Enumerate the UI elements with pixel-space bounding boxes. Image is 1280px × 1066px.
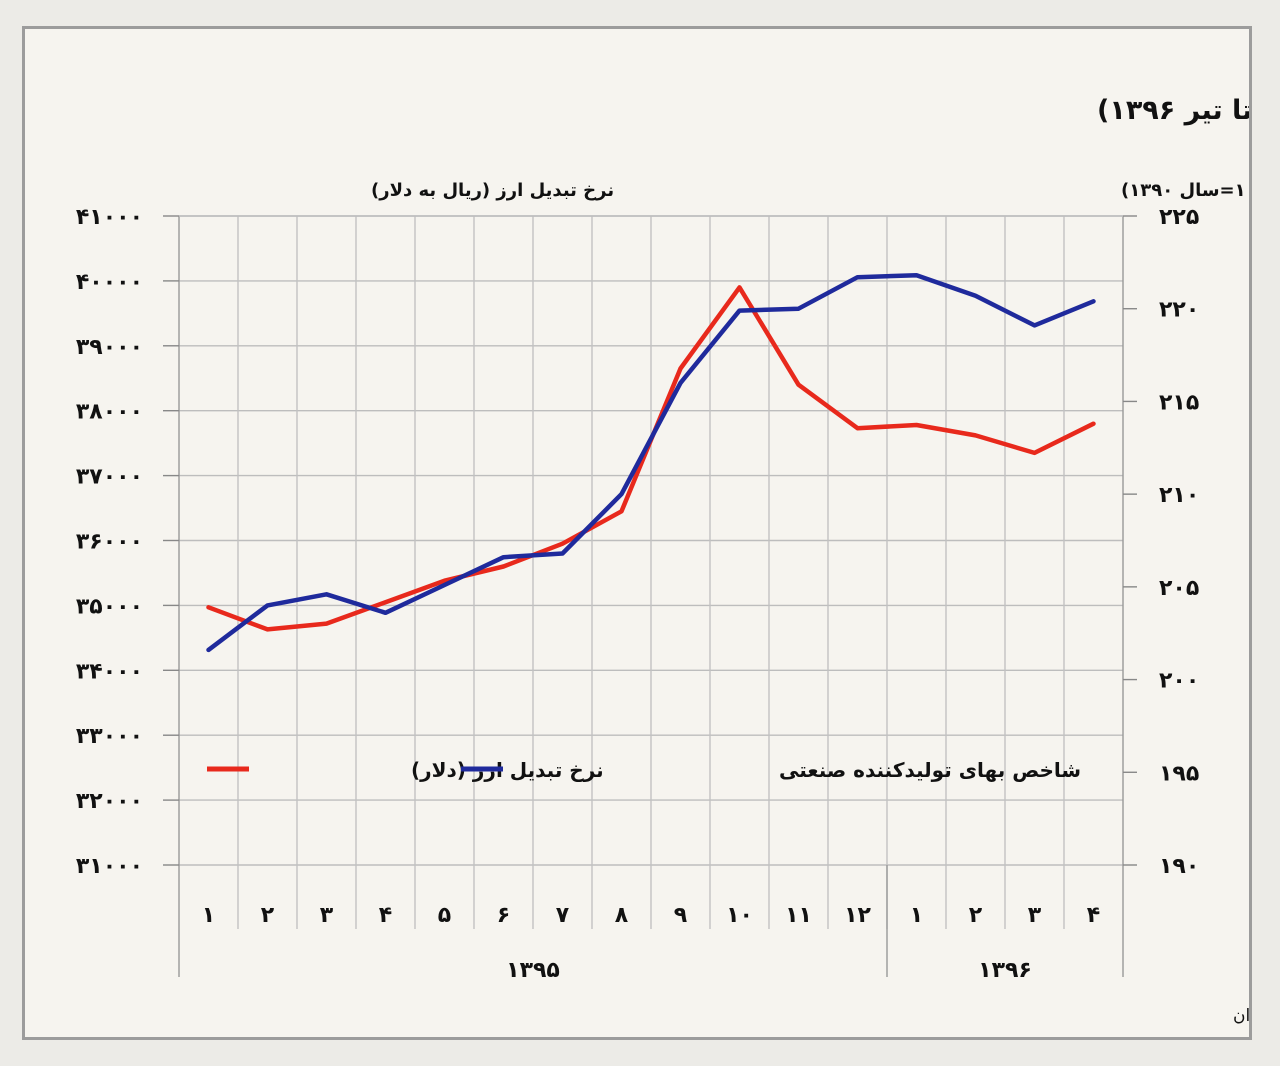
- chart: ۴۱۰۰۰ ۴۰۰۰۰ ۳۹۰۰۰ ۳۸۰۰۰ ۳۷۰۰۰ ۳۶۰۰۰ ۳۵۰۰۰ ۳۴۰۰۰…: [76, 95, 1249, 1026]
- y-right-tick-label: ۱۹۵: [1159, 761, 1199, 786]
- y-right-tick-label: ۲۰۵: [1159, 576, 1199, 601]
- x-tick-label: ۱۰: [726, 903, 753, 928]
- year-label: ۱۳۹۶: [978, 958, 1032, 983]
- legend: نرخ تبدیل ارز (دلار) شاخص بهای تولیدکنند…: [207, 758, 1081, 782]
- x-tick-label: ۸: [615, 903, 629, 928]
- y-left-tick-label: ۴۱۰۰۰: [76, 205, 143, 230]
- y-left-tick-label: ۴۰۰۰۰: [76, 270, 143, 295]
- left-axis-label: نرخ تبدیل ارز (ریال به دلار): [371, 180, 614, 201]
- y-left-tick-label: ۳۱۰۰۰: [76, 854, 143, 879]
- y-right-tick-label: ۲۱۵: [1159, 390, 1199, 415]
- x-tick-label: ۷: [556, 903, 570, 928]
- x-tick-label: ۴: [379, 903, 392, 928]
- y-left-tick-label: ۳۹۰۰۰: [76, 335, 143, 360]
- y-left-tick-label: ۳۷۰۰۰: [76, 465, 143, 490]
- y-left-tick-label: ۳۵۰۰۰: [76, 594, 143, 619]
- source-note: تحلیل و استنتاج: احسان سلطانی بر اساس دا…: [1233, 1006, 1249, 1026]
- y-right-tick-label: ۲۲۵: [1159, 205, 1199, 230]
- x-tick-label: ۲: [969, 903, 983, 928]
- right-axis-label: شاخص بهای تولیدکننده صنعتی (۱۰۰=سال ۱۳۹۰…: [1121, 180, 1249, 201]
- ppi-line: [206, 273, 1096, 653]
- y-right-tick-label: ۱۹۰: [1159, 854, 1199, 879]
- chart-title: روند رشد بهای تولیدکننده صنعتی و نرخ تبد…: [1097, 95, 1249, 126]
- x-tick-label: ۳: [320, 903, 334, 928]
- axes: ۴۱۰۰۰ ۴۰۰۰۰ ۳۹۰۰۰ ۳۸۰۰۰ ۳۷۰۰۰ ۳۶۰۰۰ ۳۵۰۰۰ ۳۴۰۰۰…: [76, 205, 1199, 983]
- chart-frame: ۴۱۰۰۰ ۴۰۰۰۰ ۳۹۰۰۰ ۳۸۰۰۰ ۳۷۰۰۰ ۳۶۰۰۰ ۳۵۰۰۰ ۳۴۰۰۰…: [22, 26, 1252, 1040]
- x-tick-label: ۱۱: [785, 903, 812, 928]
- y-left-tick-label: ۳۳۰۰۰: [76, 724, 143, 749]
- x-tick-label: ۳: [1028, 903, 1042, 928]
- x-tick-label: ۱: [202, 903, 215, 928]
- series-lines: [206, 273, 1096, 653]
- y-right-tick-label: ۲۱۰: [1159, 483, 1199, 508]
- y-right-tick-label: ۲۲۰: [1159, 298, 1199, 323]
- legend-label-exchange-rate: نرخ تبدیل ارز (دلار): [411, 758, 604, 782]
- y-left-tick-label: ۳۶۰۰۰: [76, 530, 143, 555]
- x-tick-label: ۹: [674, 903, 687, 928]
- y-right-tick-label: ۲۰۰: [1159, 669, 1199, 694]
- x-tick-label: ۵: [438, 903, 451, 928]
- x-tick-label: ۲: [261, 903, 275, 928]
- y-left-tick-label: ۳۲۰۰۰: [76, 789, 143, 814]
- y-left-tick-label: ۳۸۰۰۰: [76, 400, 143, 425]
- legend-label-ppi: شاخص بهای تولیدکننده صنعتی: [779, 758, 1081, 782]
- x-tick-label: ۱: [910, 903, 923, 928]
- grid: [178, 215, 1124, 977]
- x-tick-label: ۶: [497, 903, 510, 928]
- y-left-tick-label: ۳۴۰۰۰: [76, 659, 143, 684]
- x-tick-label: ۱۲: [844, 903, 871, 928]
- year-label: ۱۳۹۵: [506, 958, 560, 983]
- x-tick-label: ۴: [1087, 903, 1100, 928]
